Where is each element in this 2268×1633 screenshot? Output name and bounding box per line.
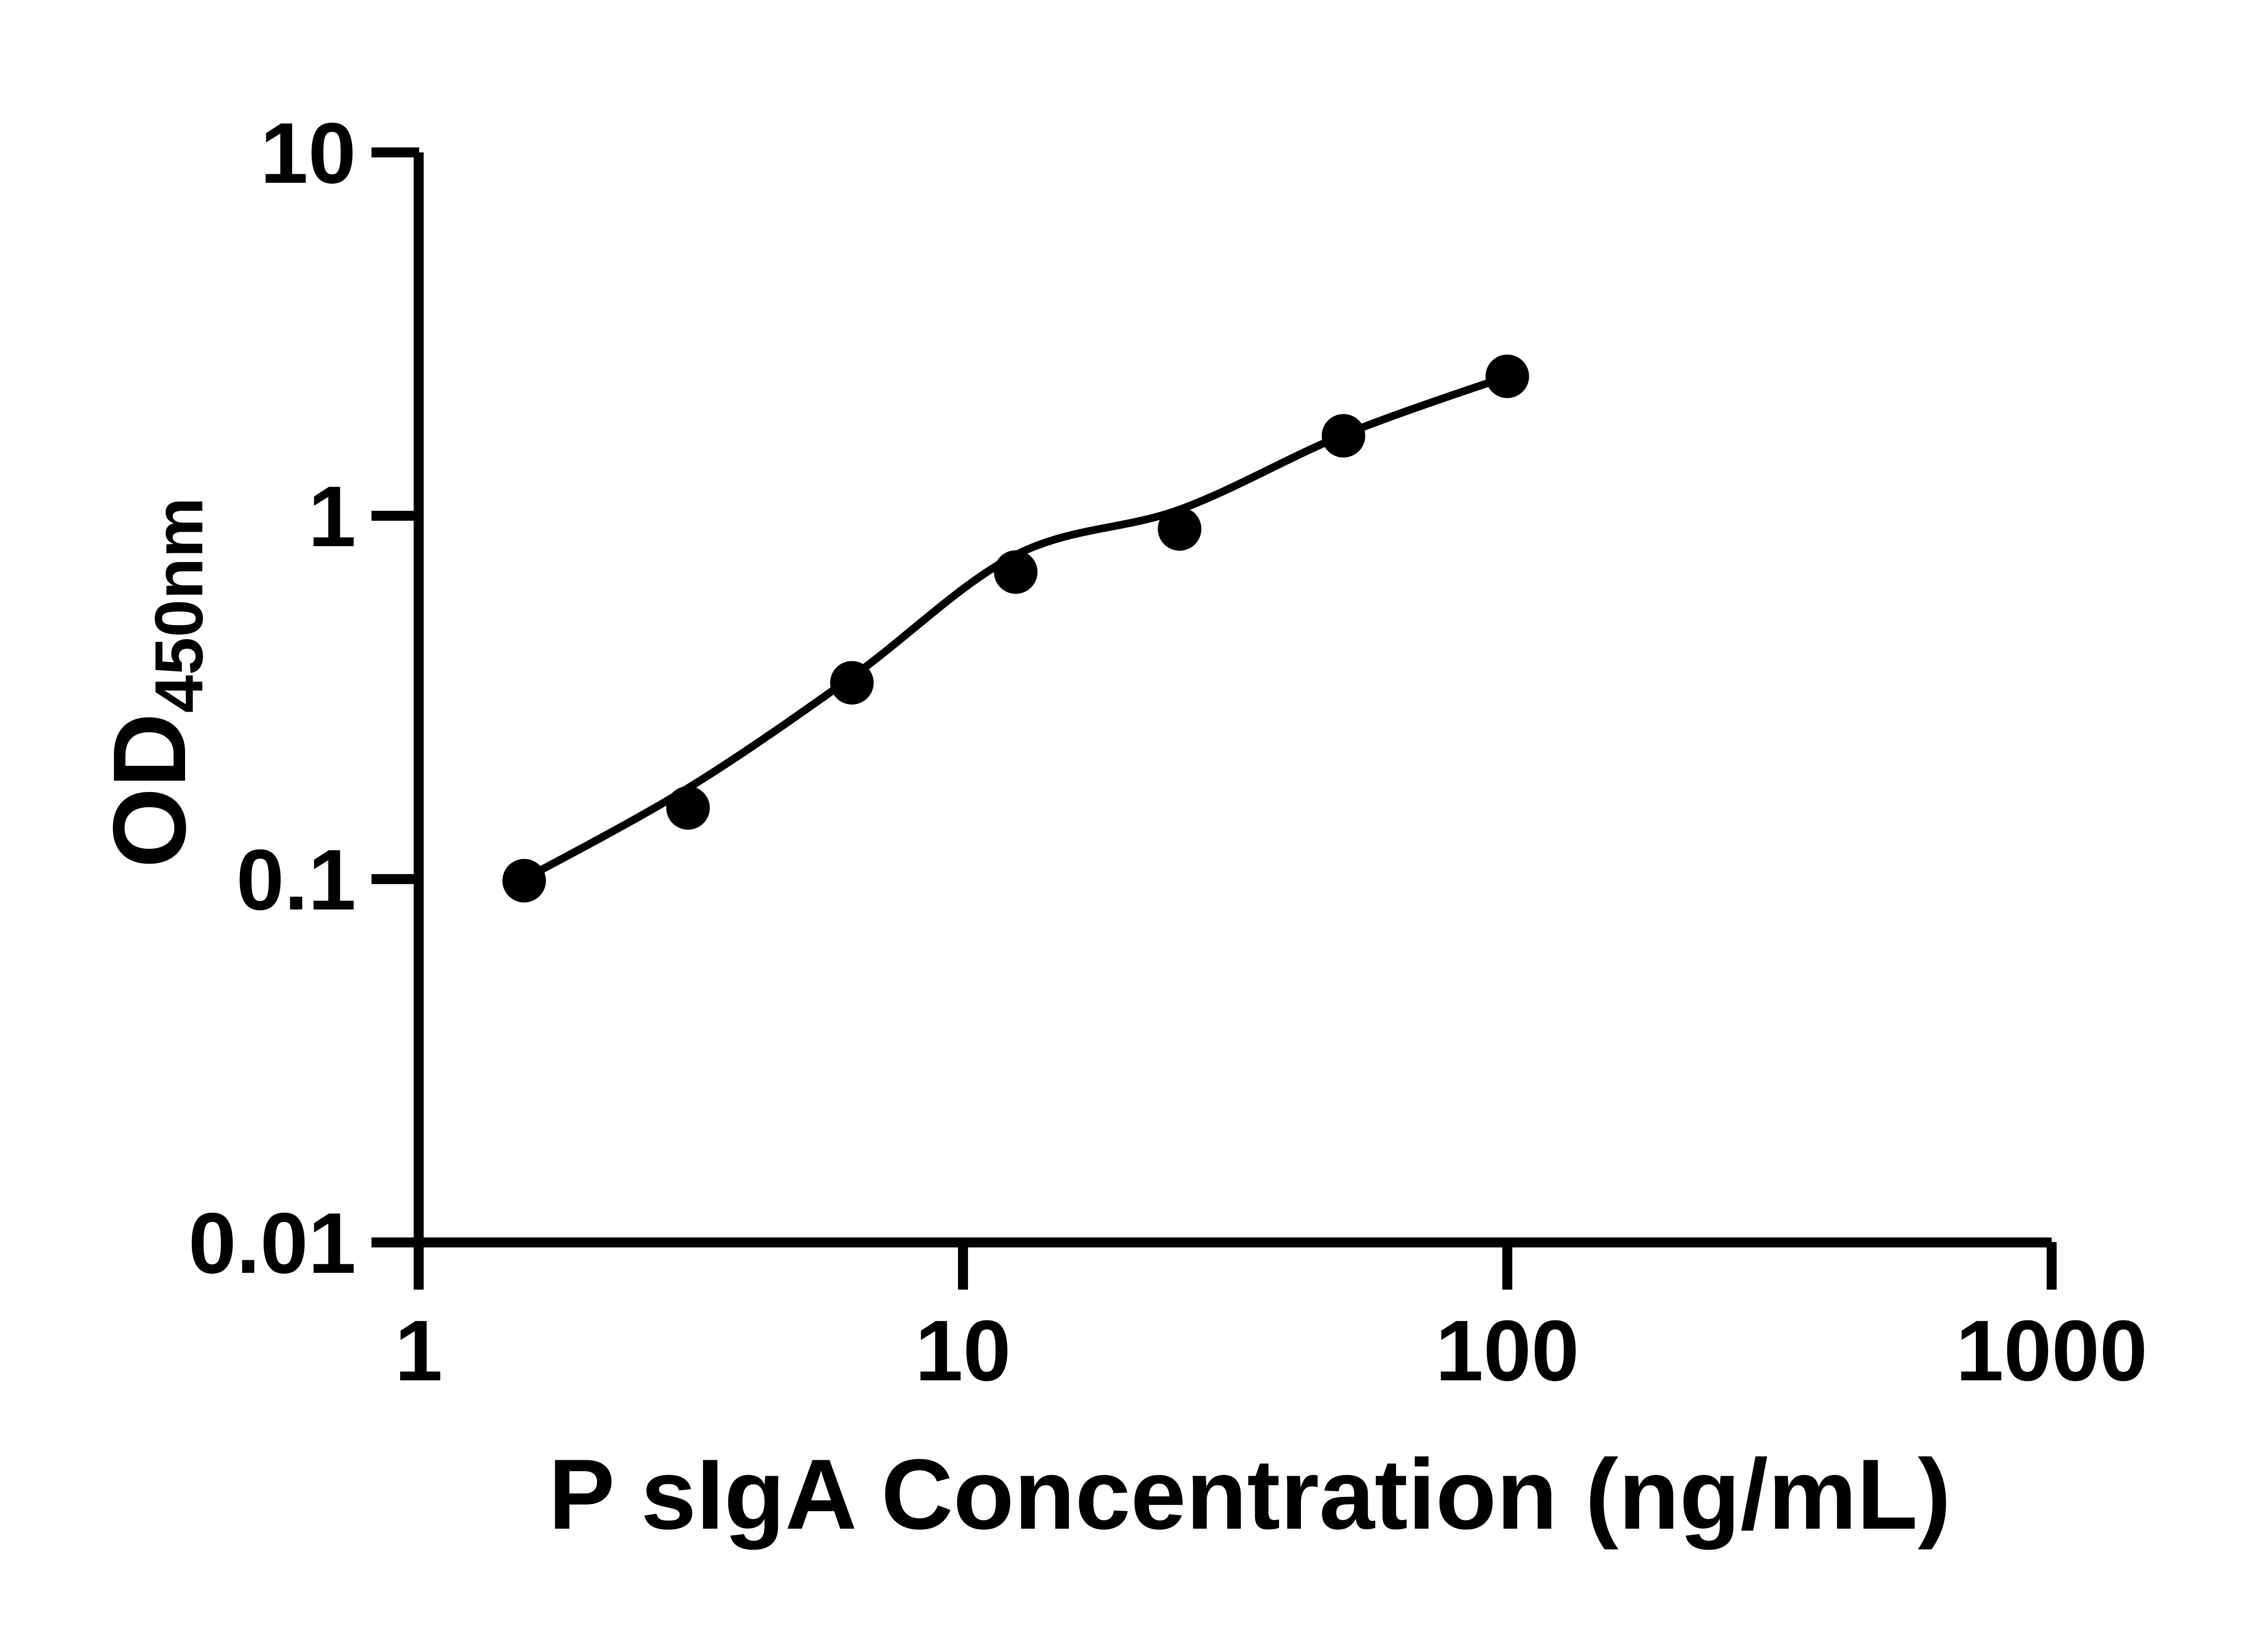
y-tick-label-1: 1 xyxy=(308,469,356,565)
series-layer xyxy=(502,354,1529,903)
y-axis-title: OD450nm xyxy=(92,497,217,868)
x-tick-label-100: 100 xyxy=(1435,1303,1579,1399)
data-point xyxy=(830,661,874,705)
tick-labels-layer: 0.01 0.1 1 10 1 10 100 1000 xyxy=(188,105,2147,1399)
data-point xyxy=(994,550,1038,594)
y-axis-title-main: OD xyxy=(92,713,207,868)
axis-frame xyxy=(414,152,2052,1247)
axes-layer xyxy=(371,147,2057,1290)
x-tick-label-10: 10 xyxy=(915,1303,1011,1399)
data-point xyxy=(502,859,546,903)
x-axis-title: P sIgA Concentration (ng/mL) xyxy=(548,1438,1951,1550)
data-point xyxy=(1321,414,1365,458)
y-axis-title-subscript: 450nm xyxy=(141,497,217,713)
x-tick-label-1000: 1000 xyxy=(1956,1303,2148,1399)
data-point xyxy=(1486,354,1529,398)
data-point xyxy=(666,786,710,830)
y-tick-label-0.01: 0.01 xyxy=(188,1195,356,1291)
data-point xyxy=(1158,507,1202,551)
y-tick-label-10: 10 xyxy=(260,105,356,201)
x-tick-label-1: 1 xyxy=(395,1303,443,1399)
y-tick-label-0.1: 0.1 xyxy=(236,832,356,928)
